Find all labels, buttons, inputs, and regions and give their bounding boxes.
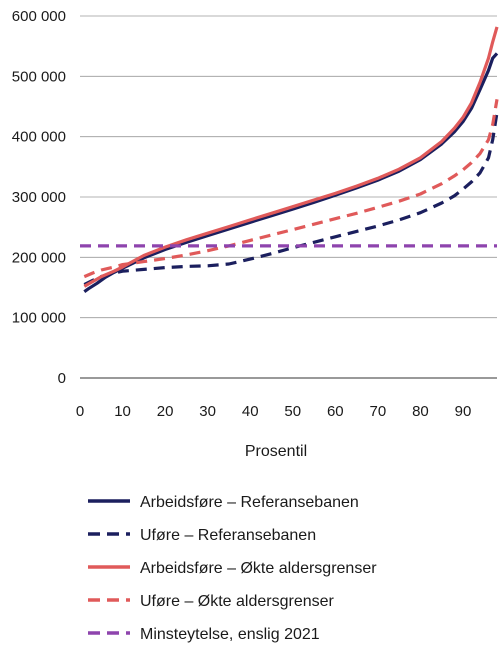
grid-lines [80, 15, 497, 379]
legend-label: Uføre – Økte aldersgrenser [140, 593, 335, 610]
x-tick-label: 40 [242, 403, 259, 420]
y-tick-label: 100 000 [12, 310, 66, 327]
legend: Arbeidsføre – Referansebanen Uføre – Refe… [88, 494, 377, 643]
x-axis-title: Prosentil [245, 443, 307, 460]
legend-label: Arbeidsføre – Økte aldersgrenser [140, 560, 377, 577]
legend-label: Arbeidsføre – Referansebanen [140, 494, 359, 511]
x-tick-label: 80 [412, 403, 429, 420]
x-tick-label: 0 [76, 403, 84, 420]
x-tick-label: 20 [157, 403, 174, 420]
x-tick-label: 10 [114, 403, 131, 420]
x-tick-label: 50 [284, 403, 301, 420]
y-tick-label: 600 000 [12, 8, 66, 25]
x-tick-label: 30 [199, 403, 216, 420]
series-line-2 [83, 112, 499, 286]
y-tick-label: 200 000 [12, 249, 66, 266]
y-tick-label: 500 000 [12, 68, 66, 85]
legend-label: Uføre – Referansebanen [140, 527, 316, 544]
legend-item: Minsteytelse, enslig 2021 [88, 626, 320, 643]
y-tick-label: 400 000 [12, 129, 66, 146]
y-axis-ticks: 0 100 000 200 000 300 000 400 000 500 000 600 … [12, 8, 66, 387]
x-axis-ticks: 0 10 20 30 40 50 60 70 80 90 [76, 403, 471, 420]
plot-area [80, 26, 499, 294]
legend-item: Uføre – Økte aldersgrenser [88, 593, 335, 610]
legend-label: Minsteytelse, enslig 2021 [140, 626, 320, 643]
series-line-3 [83, 26, 499, 288]
y-tick-label: 0 [58, 370, 66, 387]
x-tick-label: 90 [455, 403, 472, 420]
x-tick-label: 60 [327, 403, 344, 420]
legend-item: Uføre – Referansebanen [88, 527, 316, 544]
legend-item: Arbeidsføre – Økte aldersgrenser [88, 560, 377, 577]
y-tick-label: 300 000 [12, 189, 66, 206]
series-line-4 [83, 99, 499, 279]
x-tick-label: 70 [370, 403, 387, 420]
legend-item: Arbeidsføre – Referansebanen [88, 494, 359, 511]
